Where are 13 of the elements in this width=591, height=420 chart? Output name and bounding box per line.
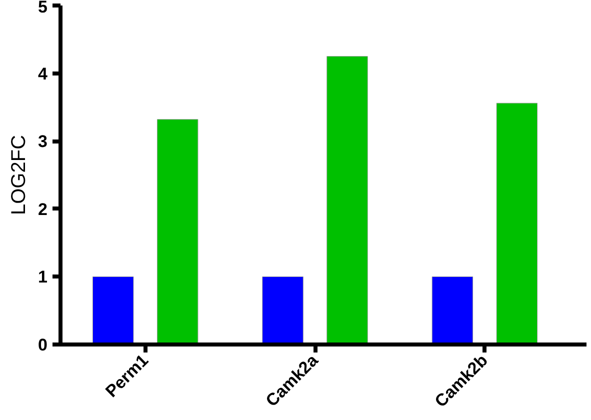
y-axis-title: LOG2FC [8,134,30,216]
y-tick-label: 5 [38,0,48,16]
y-tick-label: 2 [38,200,48,219]
y-tick-label: 1 [38,268,48,287]
bar [432,276,474,344]
bar [92,276,134,344]
bar [156,119,198,344]
bar [496,102,538,344]
y-tick-label: 3 [38,132,48,152]
bar [326,56,368,344]
y-tick-label: 4 [38,64,48,84]
y-tick-label: 0 [38,336,48,354]
bar [262,276,304,344]
